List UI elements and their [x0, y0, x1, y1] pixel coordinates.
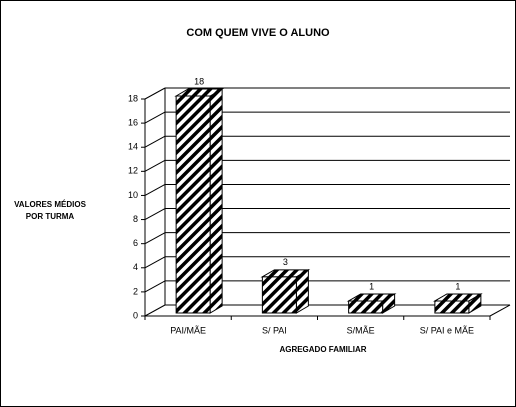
grid-line — [144, 280, 166, 293]
grid-line — [144, 135, 166, 148]
grid-line — [144, 184, 166, 196]
grid-line — [144, 208, 166, 220]
y-tick-label: 2 — [133, 286, 138, 296]
y-tick-label: 16 — [128, 117, 138, 127]
chart-title: COM QUEM VIVE O ALUNO — [186, 27, 330, 39]
y-tick-label: 18 — [128, 93, 138, 103]
bar-front — [261, 276, 297, 314]
bar-front — [348, 300, 384, 314]
bar — [260, 268, 311, 314]
floor-right-edge — [489, 304, 511, 317]
bar-front — [434, 300, 470, 314]
bar — [174, 88, 224, 314]
x-axis-label: AGREGADO FAMILIAR — [279, 345, 366, 354]
value-label: 1 — [455, 281, 460, 291]
x-tick-label: S/MÃE — [347, 325, 375, 335]
y-tick-label: 0 — [133, 310, 138, 320]
x-tick-label: PAI/MÃE — [170, 325, 206, 335]
y-axis-label: POR TURMA — [26, 212, 75, 221]
y-tick-label: 8 — [133, 214, 138, 224]
grid-line — [144, 232, 166, 245]
grid-line — [144, 87, 166, 100]
bar-front — [175, 95, 211, 314]
y-axis-label: VALORES MÉDIOS — [14, 200, 87, 209]
grid-line — [144, 256, 166, 269]
bar-side — [209, 88, 223, 314]
bar — [346, 293, 397, 314]
value-label: 18 — [194, 76, 204, 86]
value-label: 1 — [369, 281, 374, 291]
grid-line — [144, 304, 166, 317]
y-tick-label: 12 — [128, 166, 138, 176]
y-tick-label: 4 — [133, 262, 138, 272]
y-tick-label: 10 — [128, 190, 138, 200]
grid-line — [144, 111, 166, 124]
grid-line — [144, 159, 166, 172]
y-tick-label: 6 — [133, 238, 138, 248]
value-label: 3 — [283, 257, 288, 267]
x-tick-label: S/ PAI e MÃE — [420, 325, 474, 335]
y-tick-label: 14 — [128, 142, 138, 152]
bar — [433, 293, 483, 314]
x-tick-label: S/ PAI — [262, 325, 287, 335]
